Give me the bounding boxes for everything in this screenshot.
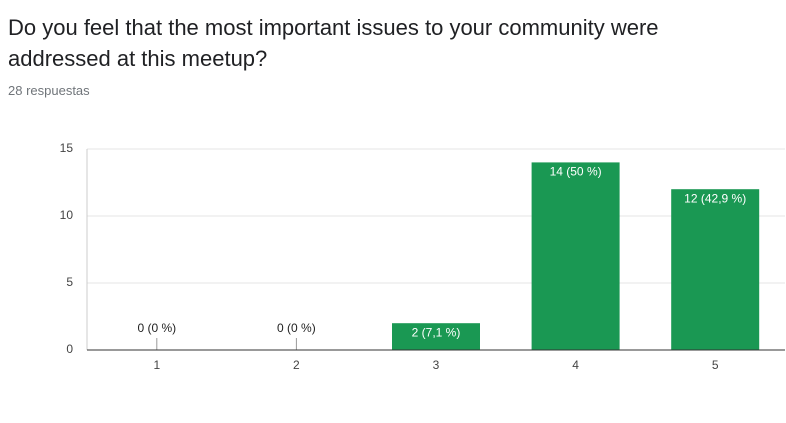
value-label: 0 (0 %) [137,321,176,335]
chart-title: Do you feel that the most important issu… [8,15,659,71]
value-label: 14 (50 %) [550,165,602,179]
bar [671,189,760,350]
bar [531,162,620,350]
x-tick-label: 1 [153,358,160,372]
y-tick-label: 0 [66,342,73,356]
value-label: 12 (42,9 %) [684,191,746,205]
bar [392,323,480,350]
x-tick-label: 5 [712,358,719,372]
value-label: 2 (7,1 %) [412,325,461,339]
x-tick-label: 2 [293,358,300,372]
y-tick-label: 5 [66,275,73,289]
y-tick-label: 15 [60,141,74,155]
y-tick-label: 10 [60,208,74,222]
response-count: 28 respuestas [8,83,90,98]
x-tick-label: 3 [433,358,440,372]
value-label: 0 (0 %) [277,321,316,335]
x-tick-label: 4 [572,358,579,372]
